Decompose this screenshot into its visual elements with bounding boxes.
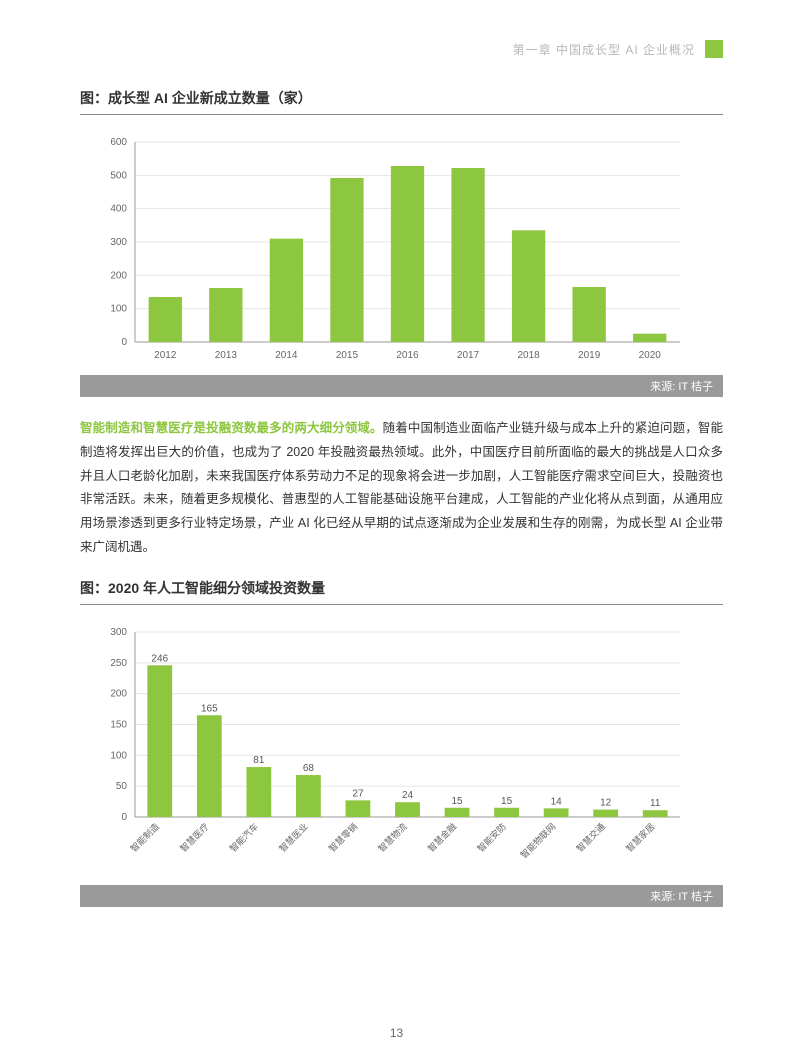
svg-text:0: 0: [121, 812, 127, 823]
svg-text:14: 14: [551, 796, 563, 807]
paragraph-highlight: 智能制造和智慧医疗是投融资数最多的两大细分领域。: [80, 421, 383, 435]
svg-text:15: 15: [501, 795, 513, 806]
svg-text:2014: 2014: [275, 350, 298, 361]
chart1-title: 图：成长型 AI 企业新成立数量（家）: [80, 88, 723, 115]
svg-text:15: 15: [451, 795, 463, 806]
svg-text:智慧零销: 智慧零销: [326, 820, 359, 853]
svg-text:300: 300: [110, 627, 127, 638]
svg-text:68: 68: [303, 763, 315, 774]
paragraph-rest: 随着中国制造业面临产业链升级与成本上升的紧迫问题，智能制造将发挥出巨大的价值，也…: [80, 421, 723, 554]
svg-text:智慧医业: 智慧医业: [277, 820, 310, 853]
chart1-container: 0 100 200 300 400 500 600 2012 2013 2014 2015 2016 2…: [80, 127, 723, 367]
svg-text:200: 200: [110, 270, 127, 281]
svg-text:2018: 2018: [517, 350, 540, 361]
chart2-container: 0 50 100 150 200 250 300 246 智能制造 165 智慧医疗 81 智能汽车 68…: [80, 617, 723, 877]
svg-text:2017: 2017: [457, 350, 480, 361]
chart1-svg: 0 100 200 300 400 500 600 2012 2013 2014 2015 2016 2…: [80, 127, 700, 367]
svg-text:2013: 2013: [215, 350, 238, 361]
page-number: 13: [0, 1026, 793, 1040]
svg-text:100: 100: [110, 304, 127, 315]
svg-text:165: 165: [201, 703, 218, 714]
chart2-title: 图：2020 年人工智能细分领域投资数量: [80, 578, 723, 605]
svg-text:12: 12: [600, 797, 612, 808]
svg-text:智能安防: 智能安防: [475, 820, 508, 853]
svg-text:智能制造: 智能制造: [128, 820, 161, 853]
svg-text:24: 24: [402, 790, 414, 801]
chart2-svg: 0 50 100 150 200 250 300 246 智能制造 165 智慧医疗 81 智能汽车 68…: [80, 617, 700, 877]
svg-text:2020: 2020: [639, 350, 662, 361]
svg-text:智能物联网: 智能物联网: [518, 820, 558, 860]
svg-text:2015: 2015: [336, 350, 359, 361]
svg-text:250: 250: [110, 657, 127, 668]
svg-text:2019: 2019: [578, 350, 601, 361]
svg-text:246: 246: [151, 653, 168, 664]
svg-text:300: 300: [110, 237, 127, 248]
svg-text:智慧物流: 智慧物流: [376, 820, 409, 853]
body-paragraph: 智能制造和智慧医疗是投融资数最多的两大细分领域。随着中国制造业面临产业链升级与成…: [80, 417, 723, 560]
svg-text:200: 200: [110, 688, 127, 699]
svg-text:27: 27: [352, 788, 364, 799]
svg-text:2016: 2016: [396, 350, 419, 361]
chart1-source: 来源: IT 桔子: [80, 375, 723, 397]
svg-text:600: 600: [110, 137, 127, 148]
svg-text:400: 400: [110, 204, 127, 215]
svg-text:智能汽车: 智能汽车: [227, 820, 260, 853]
svg-text:智慧交通: 智慧交通: [574, 820, 607, 853]
svg-text:50: 50: [116, 781, 128, 792]
svg-text:11: 11: [650, 798, 661, 809]
header-accent-block: [705, 40, 723, 58]
svg-text:2012: 2012: [154, 350, 177, 361]
svg-text:150: 150: [110, 719, 127, 730]
svg-text:智慧家居: 智慧家居: [623, 820, 656, 853]
svg-text:智慧金融: 智慧金融: [425, 820, 458, 853]
chapter-label: 第一章 中国成长型 AI 企业概况: [513, 41, 695, 58]
svg-text:智慧医疗: 智慧医疗: [177, 820, 210, 853]
svg-text:500: 500: [110, 170, 127, 181]
page-header: 第一章 中国成长型 AI 企业概况: [80, 40, 723, 58]
svg-text:0: 0: [121, 337, 127, 348]
chart2-source: 来源: IT 桔子: [80, 885, 723, 907]
svg-text:100: 100: [110, 750, 127, 761]
svg-text:81: 81: [253, 755, 265, 766]
